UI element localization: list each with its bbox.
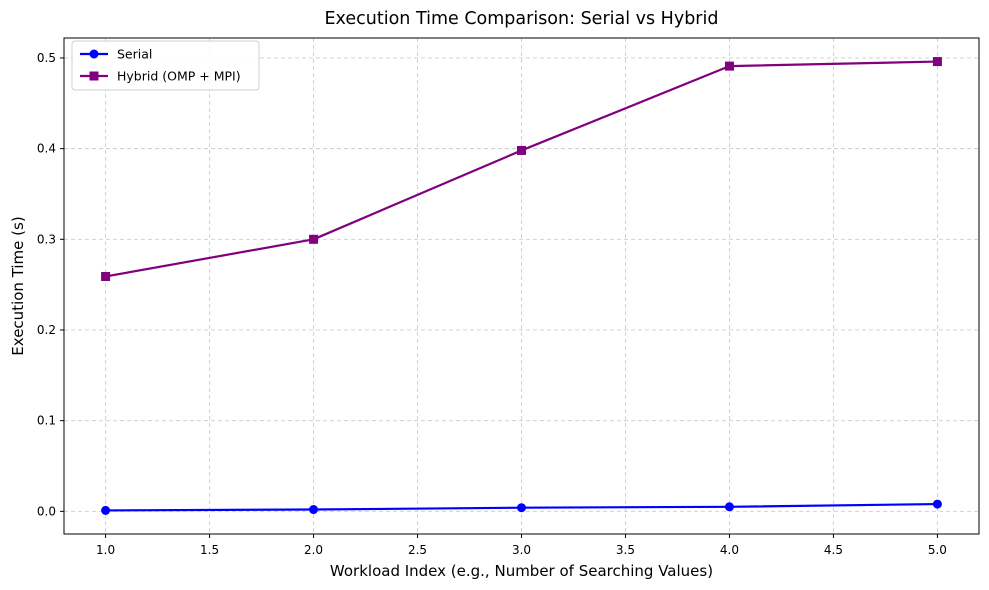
- y-tick-label: 0.0: [37, 504, 56, 518]
- legend: Serial Hybrid (OMP + MPI): [71, 40, 260, 91]
- x-tick-label: 3.5: [616, 543, 635, 557]
- x-tick-label: 3.0: [512, 543, 531, 557]
- legend-item: Serial: [80, 47, 152, 62]
- y-tick-label: 0.3: [37, 232, 56, 246]
- legend-marker: [89, 49, 99, 59]
- y-tick-label: 0.4: [37, 142, 56, 156]
- data-point: [101, 505, 111, 515]
- axes: 1.0 1.5 2.0 2.5 3.0 3.5 4.0 4.5 5.0 0.0 0.1 0.2 0.3 0…: [37, 51, 947, 557]
- y-tick-label: 0.5: [37, 51, 56, 65]
- legend-item: Hybrid (OMP + MPI): [80, 69, 241, 84]
- series-1: [101, 57, 942, 281]
- x-tick-label: 1.5: [200, 543, 219, 557]
- series-0: [101, 499, 942, 515]
- x-tick-label: 2.0: [304, 543, 323, 557]
- legend-label: Serial: [117, 47, 152, 62]
- data-point: [101, 271, 111, 281]
- legend-label: Hybrid (OMP + MPI): [117, 69, 241, 84]
- data-point: [932, 499, 942, 509]
- y-tick-label: 0.2: [37, 323, 56, 337]
- data-point: [724, 502, 734, 512]
- data-point: [932, 57, 942, 67]
- x-tick-label: 2.5: [408, 543, 427, 557]
- legend-box: [71, 40, 260, 91]
- x-tick-label: 4.0: [720, 543, 739, 557]
- x-axis-title: Workload Index (e.g., Number of Searchin…: [330, 562, 713, 580]
- x-tick-label: 5.0: [928, 543, 947, 557]
- y-tick-label: 0.1: [37, 414, 56, 428]
- x-tick-label: 1.0: [96, 543, 115, 557]
- data-point: [724, 61, 734, 71]
- y-axis-title: Execution Time (s): [9, 216, 27, 355]
- data-point: [517, 503, 526, 513]
- x-tick-label: 4.5: [824, 543, 843, 557]
- series-layer: [101, 57, 942, 515]
- chart-title: Execution Time Comparison: Serial vs Hyb…: [325, 9, 719, 29]
- legend-marker: [89, 71, 99, 81]
- data-point: [517, 145, 526, 155]
- data-point: [309, 505, 319, 515]
- data-point: [309, 234, 319, 244]
